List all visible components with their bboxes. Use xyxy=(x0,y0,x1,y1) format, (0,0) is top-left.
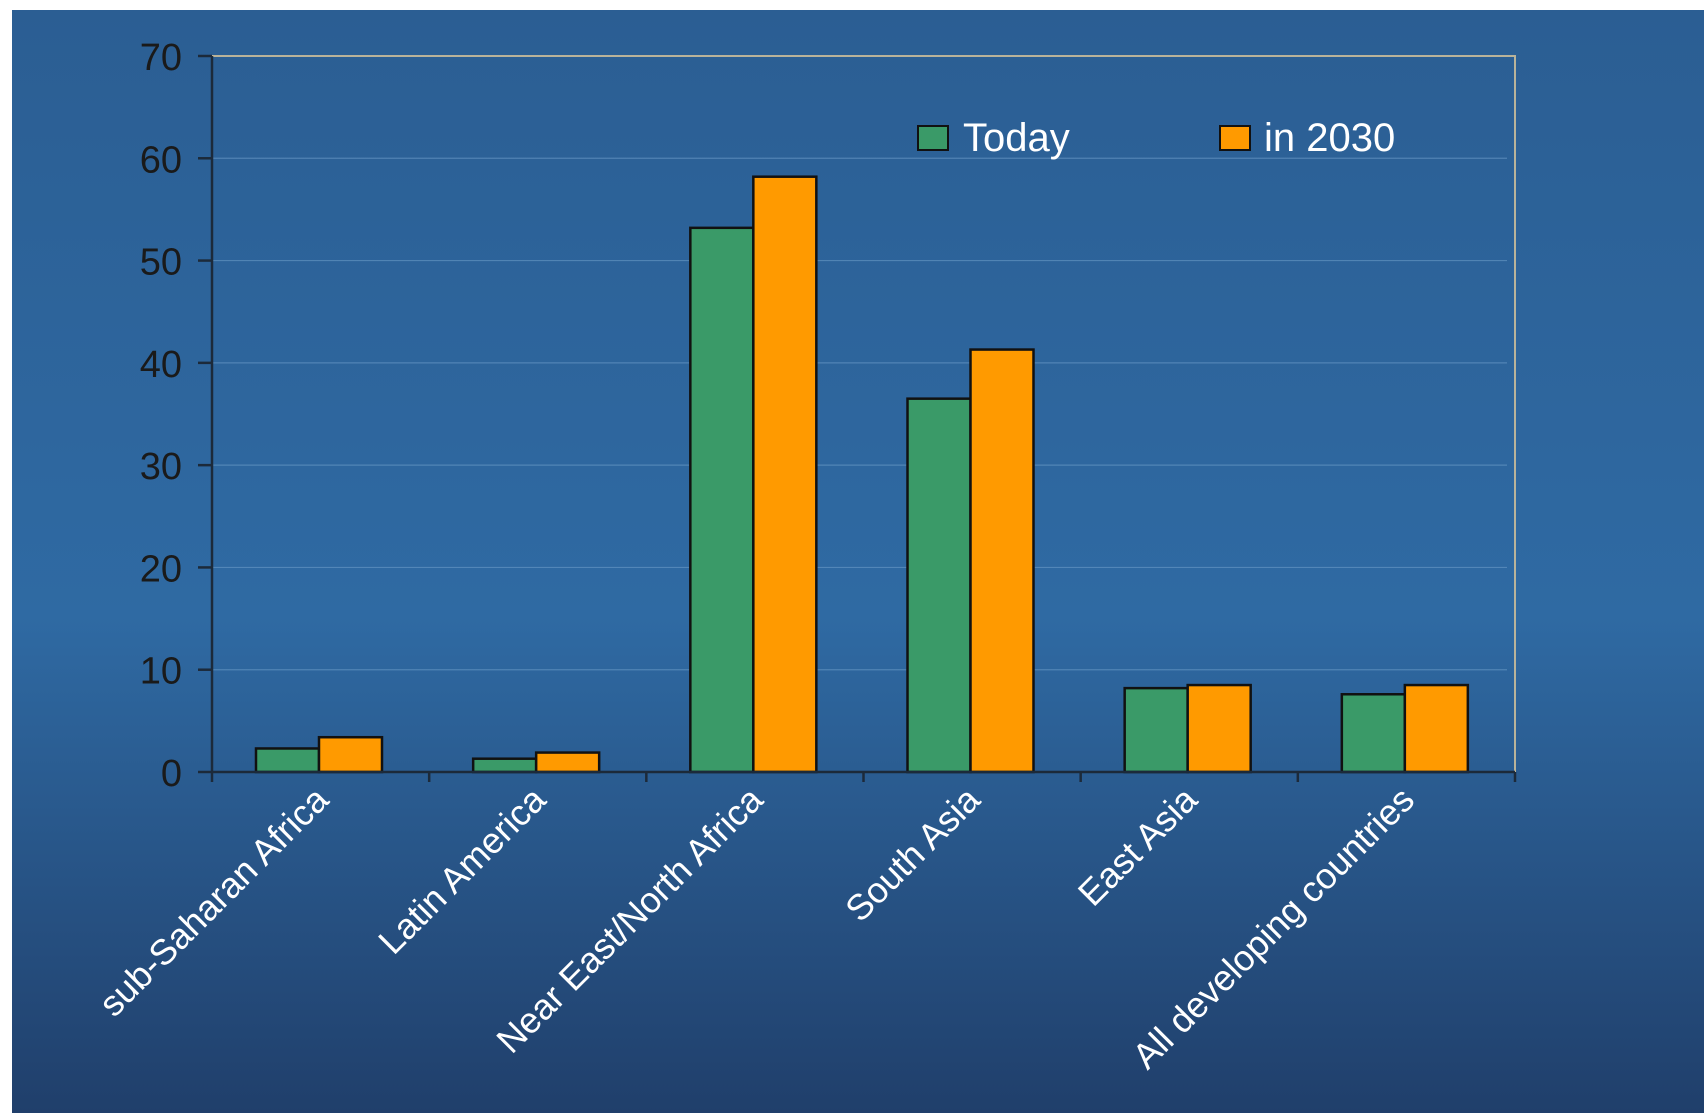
legend-swatch-in-2030 xyxy=(1219,125,1251,151)
y-tick-label: 70 xyxy=(140,37,182,79)
axes xyxy=(198,54,1517,782)
bar-in-2030-1 xyxy=(534,751,601,774)
y-tick-label: 10 xyxy=(140,651,182,693)
y-tick-label: 30 xyxy=(140,446,182,488)
bar-today-4 xyxy=(1123,686,1189,774)
legend: Today in 2030 xyxy=(917,116,1395,160)
y-tick-label: 40 xyxy=(140,344,182,386)
bar-in-2030-3 xyxy=(969,348,1035,774)
bar-today-1 xyxy=(471,757,538,774)
plot-frame xyxy=(212,55,1516,772)
y-tick-label: 20 xyxy=(140,548,182,590)
bars xyxy=(254,175,1470,774)
bar-today-3 xyxy=(906,397,972,774)
bar-in-2030-5 xyxy=(1403,683,1470,774)
y-tick-labels: 0 10 20 30 40 50 60 70 xyxy=(140,37,182,795)
legend-label-in-2030: in 2030 xyxy=(1264,116,1395,160)
legend-swatch-today xyxy=(917,125,949,151)
bar-in-2030-0 xyxy=(317,735,384,774)
legend-label-today: Today xyxy=(963,116,1070,160)
y-tick-label: 0 xyxy=(161,753,182,795)
bar-in-2030-4 xyxy=(1186,683,1252,774)
bar-today-2 xyxy=(689,226,755,774)
bar-in-2030-2 xyxy=(752,175,818,774)
chart-background xyxy=(12,10,1704,1113)
y-tick-label: 50 xyxy=(140,242,182,284)
y-tick-label: 60 xyxy=(140,139,182,181)
bar-today-0 xyxy=(254,747,321,774)
bar-today-5 xyxy=(1340,693,1407,774)
plot-frame-line xyxy=(212,55,1516,772)
